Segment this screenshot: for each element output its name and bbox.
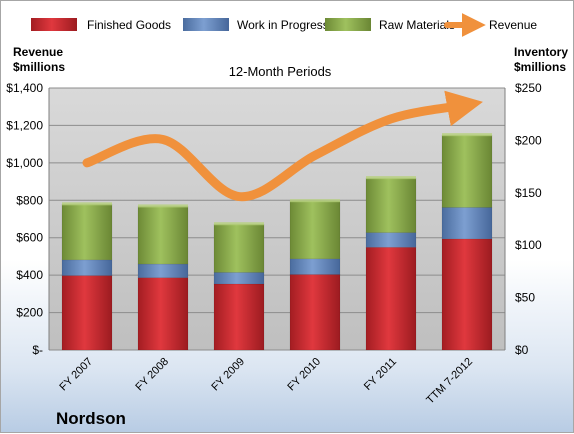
chart-subtitle: 12-Month Periods [229,64,332,79]
right-axis-title-line2: $millions [514,60,566,74]
legend-label-finished-goods: Finished Goods [87,18,171,32]
bar-cap-fy-2009 [214,222,264,225]
company-name: Nordson [56,409,126,428]
bar-work-in-progress-fy-2008 [138,264,188,278]
x-tick-label: FY 2010 [285,356,323,394]
bar-raw-materials-fy-2008 [138,206,188,264]
left-tick-label: $- [32,343,43,357]
legend-label-raw-materials: Raw Materials [379,18,455,32]
bar-work-in-progress-fy-2009 [214,272,264,284]
bar-cap-fy-2007 [62,202,112,205]
right-tick-label: $150 [515,186,542,200]
left-tick-label: $200 [16,306,43,320]
bar-raw-materials-fy-2011 [366,178,416,232]
right-tick-label: $100 [515,238,542,252]
bar-raw-materials-fy-2007 [62,204,112,260]
x-tick-label: TTM 7-2012 [424,356,475,407]
right-tick-label: $200 [515,133,542,147]
bar-raw-materials-fy-2010 [290,201,340,259]
right-axis-title-line1: Inventory [514,45,568,59]
legend-item-raw-materials: Raw Materials [325,18,455,32]
right-tick-label: $0 [515,343,529,357]
bar-cap-fy-2010 [290,199,340,202]
left-tick-label: $800 [16,193,43,207]
x-tick-label: FY 2008 [133,356,171,394]
x-axis-ticks: FY 2007 FY 2008 FY 2009 FY 2010 FY 2011 TTM 7… [57,356,475,407]
x-tick-label: FY 2007 [57,356,95,394]
legend-swatch-work-in-progress [183,18,229,31]
legend-label-work-in-progress: Work in Progress [237,18,329,32]
right-axis-ticks: $0 $50 $100 $150 $200 $250 [515,81,542,357]
bar-work-in-progress-fy-2007 [62,260,112,276]
left-axis-title-line2: $millions [13,60,65,74]
legend: Finished Goods Work in Progress Raw Mate… [31,18,537,32]
legend-swatch-finished-goods [31,18,77,31]
bar-work-in-progress-ttm-7-2012 [442,207,492,238]
left-tick-label: $1,200 [6,118,43,132]
bar-raw-materials-fy-2009 [214,224,264,272]
bar-finished-goods-fy-2010 [290,275,340,350]
bar-finished-goods-fy-2009 [214,284,264,350]
legend-item-work-in-progress: Work in Progress [183,18,329,32]
plot-area [49,88,505,350]
bar-cap-ttm-7-2012 [442,133,492,136]
bar-finished-goods-ttm-7-2012 [442,239,492,350]
bar-work-in-progress-fy-2010 [290,259,340,275]
right-tick-label: $50 [515,291,535,305]
bar-work-in-progress-fy-2011 [366,233,416,248]
left-tick-label: $1,000 [6,156,43,170]
bar-finished-goods-fy-2011 [366,247,416,350]
bar-finished-goods-fy-2008 [138,278,188,350]
bar-raw-materials-ttm-7-2012 [442,135,492,207]
legend-item-finished-goods: Finished Goods [31,18,171,32]
left-axis-title-line1: Revenue [13,45,63,59]
legend-swatch-raw-materials [325,18,371,31]
left-tick-label: $400 [16,268,43,282]
x-tick-label: FY 2009 [209,356,247,394]
legend-item-revenue: Revenue [447,18,537,32]
left-tick-label: $1,400 [6,81,43,95]
bar-finished-goods-fy-2007 [62,276,112,350]
bar-cap-fy-2011 [366,176,416,179]
left-tick-label: $600 [16,231,43,245]
bar-cap-fy-2008 [138,204,188,207]
right-tick-label: $250 [515,81,542,95]
x-tick-label: FY 2011 [362,356,399,393]
left-axis-ticks: $- $200 $400 $600 $800 $1,000 $1,200 $1,400 [6,81,43,357]
legend-label-revenue: Revenue [489,18,537,32]
